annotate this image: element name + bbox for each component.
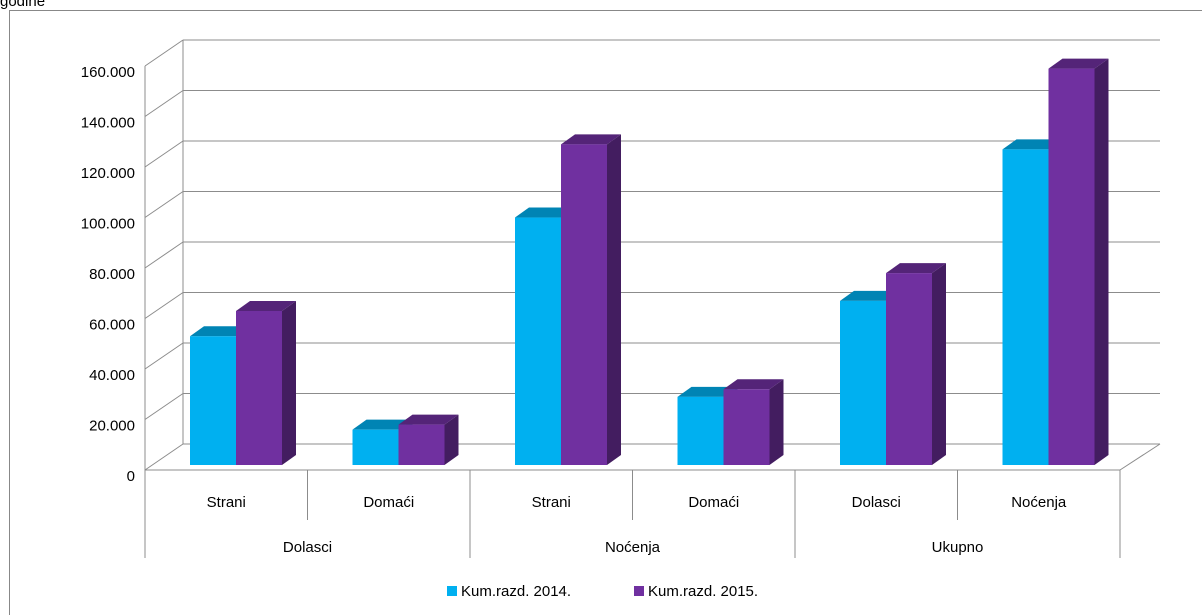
bar-top — [515, 207, 575, 218]
y-tick-label: 60.000 — [89, 316, 135, 333]
x-tick-label: Domaći — [363, 494, 414, 511]
bar — [840, 300, 886, 465]
x-tick-label: Dolasci — [852, 494, 901, 511]
x-tick-label: Noćenja — [1011, 494, 1067, 511]
grid-line — [144, 292, 184, 319]
bar-top — [677, 386, 738, 397]
x-group-label: Ukupno — [932, 539, 984, 556]
x-tick-label: Strani — [532, 494, 571, 511]
bar-top — [398, 414, 459, 425]
y-tick-label: 100.000 — [81, 215, 135, 232]
bar-side — [282, 300, 296, 465]
bar-top — [352, 419, 413, 430]
legend-swatch — [447, 586, 457, 596]
bar-top — [190, 326, 250, 337]
bar — [515, 217, 561, 465]
y-tick-label: 140.000 — [81, 114, 135, 131]
bar-side — [1094, 58, 1109, 465]
y-tick-label: 80.000 — [89, 266, 135, 283]
bar — [190, 336, 236, 465]
bar — [1048, 68, 1095, 465]
y-tick-label: 20.000 — [89, 417, 135, 434]
bar — [677, 396, 724, 465]
bar — [886, 273, 932, 465]
bar-top — [1002, 139, 1063, 150]
caption: godine — [0, 0, 45, 10]
bar-top — [723, 379, 784, 390]
bar-side — [607, 134, 621, 465]
y-tick-label: 40.000 — [89, 367, 135, 384]
grid-line — [144, 90, 184, 117]
bar-top — [886, 263, 946, 274]
grid-line — [144, 393, 184, 420]
grid-line — [144, 241, 184, 269]
bar — [236, 310, 282, 465]
bar — [1002, 149, 1049, 465]
x-tick-label: Strani — [207, 494, 246, 511]
x-group-label: Noćenja — [605, 539, 661, 556]
grid-line — [144, 39, 184, 67]
bar — [352, 429, 399, 465]
bar-side — [769, 379, 784, 465]
legend-label: Kum.razd. 2015. — [648, 583, 758, 600]
bar-side — [932, 263, 946, 465]
x-tick-label: Domaći — [688, 494, 739, 511]
legend-label: Kum.razd. 2014. — [461, 583, 571, 600]
x-group-label: Dolasci — [283, 539, 332, 556]
bar — [561, 144, 607, 465]
grid-line — [144, 191, 184, 218]
bar — [398, 424, 445, 465]
legend-swatch — [634, 586, 644, 596]
bar — [723, 389, 770, 465]
y-tick-label: 160.000 — [81, 64, 135, 81]
y-tick-label: 0 — [127, 468, 135, 485]
bar-top — [561, 134, 621, 145]
floor-edge — [1119, 443, 1161, 471]
y-tick-label: 120.000 — [81, 165, 135, 182]
bar-top — [1048, 58, 1109, 69]
grid-line — [144, 443, 184, 471]
bar-top — [236, 300, 296, 311]
grid-line — [144, 342, 184, 370]
bar-side — [444, 414, 459, 465]
bar-top — [840, 290, 900, 301]
grid-line — [144, 140, 184, 168]
